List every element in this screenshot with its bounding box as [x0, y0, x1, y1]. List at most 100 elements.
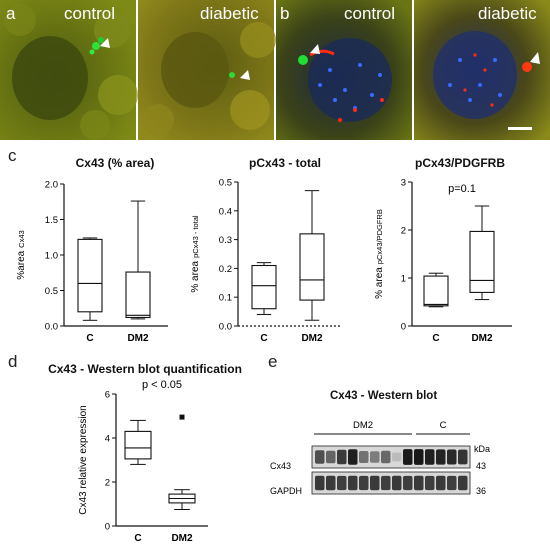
blot-kda-cx43: 43 — [476, 461, 486, 471]
panel-label-e: e — [268, 352, 278, 371]
blot-band — [436, 475, 446, 491]
blot-band — [403, 475, 413, 491]
blot-band — [425, 449, 435, 465]
blot-band — [348, 475, 358, 491]
blot-band — [414, 475, 424, 491]
y-tick-label: 6 — [105, 390, 110, 401]
chart-title-cx43-area: Cx43 (% area) — [75, 156, 155, 170]
x-category-label: DM2 — [301, 333, 323, 344]
y-tick-label: 1 — [401, 274, 406, 285]
blot-band — [370, 475, 380, 491]
box-plot-0: 0.0 0.5 1.0 1.5 2.0 %areaCx43 C DM2 — [16, 180, 168, 344]
y-tick-label: 1.5 — [45, 215, 58, 226]
blot-band — [337, 475, 347, 491]
y-axis-label-sub: pCx43/PDGFRB — [375, 209, 384, 264]
box-iqr — [77, 238, 103, 313]
chart-title-pcx43-pdgfrb: pCx43/PDGFRB — [414, 156, 506, 170]
chart-title-western-quant: Cx43 - Western blot quantification — [48, 362, 242, 376]
group-label-c: C — [440, 420, 447, 431]
box-c: C — [423, 272, 449, 344]
blot-row-label-cx43: Cx43 — [270, 461, 291, 471]
panel-label-b: b — [280, 4, 290, 23]
blot-band — [425, 475, 435, 491]
box-dm2: DM2 — [299, 190, 325, 344]
chart-title-pcx43-total: pCx43 - total — [248, 156, 321, 170]
micrograph-a-control-label: control — [64, 4, 116, 23]
x-category-label: DM2 — [471, 333, 493, 344]
y-tick-label: 0.0 — [219, 322, 232, 333]
y-tick-label: 0 — [401, 322, 406, 333]
blot-band — [403, 449, 413, 465]
y-tick-label: 0.5 — [45, 286, 58, 297]
blot-band — [381, 450, 391, 464]
arrowhead-icon — [530, 52, 540, 64]
blot-band — [447, 449, 457, 465]
y-axis-label: % areapCx43/PDGFRB — [374, 209, 385, 299]
panel-label-d: d — [8, 352, 18, 371]
y-tick-label: 0.0 — [45, 322, 58, 333]
blot-band — [326, 475, 336, 491]
blot-band — [348, 449, 358, 465]
y-tick-label: 0.1 — [219, 293, 232, 304]
box-plot-1: 0.0 0.1 0.2 0.3 0.4 0.5 % areapCx43 - total C DM… — [190, 178, 342, 344]
y-axis-label-sub: Cx43 — [17, 230, 26, 248]
micrograph-a-diabetic — [138, 0, 276, 140]
arrowhead-icon — [310, 44, 320, 54]
blot-kda-gapdh: 36 — [476, 486, 486, 496]
y-axis-label-sub: pCx43 - total — [191, 215, 200, 258]
p-value-annotation: p=0.1 — [448, 183, 476, 195]
micrograph-a-control — [0, 0, 138, 140]
y-tick-label: 0 — [105, 522, 110, 533]
arrowhead-icon — [100, 38, 110, 48]
micrograph-images — [0, 0, 550, 140]
panel-label-c: c — [8, 146, 17, 165]
y-tick-label: 2.0 — [45, 180, 58, 191]
blot-band — [436, 449, 446, 465]
x-category-label: C — [432, 333, 439, 344]
y-tick-label: 3 — [401, 178, 406, 189]
blot-row-label-gapdh: GAPDH — [270, 486, 302, 496]
blot-band — [315, 450, 325, 464]
box-iqr — [423, 275, 449, 307]
blot-band — [458, 475, 468, 491]
blot-band — [359, 451, 369, 463]
x-category-label: DM2 — [127, 333, 149, 344]
blot-band — [392, 452, 402, 462]
panel-label-a: a — [6, 4, 16, 23]
micrograph-b-control — [276, 0, 412, 140]
micrograph-a-diabetic-label: diabetic — [200, 4, 259, 23]
box-dm2: DM2 — [469, 205, 495, 344]
box-c: C — [124, 419, 152, 544]
chart-row-d: 0 2 4 6 Cx43 relative expression C DM2 p < 0.05 — [78, 379, 208, 544]
blot-strip-gapdh — [311, 471, 471, 495]
y-tick-label: 2 — [105, 478, 110, 489]
box-iqr — [124, 430, 152, 460]
box-iqr — [251, 264, 277, 310]
box-dm2: DM2 — [125, 200, 151, 344]
blot-strip-cx43 — [311, 445, 471, 469]
y-tick-label: 2 — [401, 226, 406, 237]
x-category-label: C — [260, 333, 267, 344]
y-axis-label: Cx43 relative expression — [78, 405, 89, 515]
y-tick-label: 0.2 — [219, 264, 232, 275]
box-c: C — [251, 262, 277, 344]
blot-band — [414, 449, 424, 465]
box-iqr — [125, 271, 151, 319]
group-label-dm2: DM2 — [353, 420, 373, 431]
blot-band — [447, 475, 457, 491]
y-tick-label: 0.3 — [219, 235, 232, 246]
blot-band — [337, 449, 347, 465]
box-plot-2: 0 1 2 3 % areapCx43/PDGFRB C DM2 p=0.1 — [374, 178, 512, 344]
y-tick-label: 0.4 — [219, 206, 232, 217]
y-tick-label: 0.5 — [219, 178, 232, 189]
p-value-annotation: p < 0.05 — [142, 379, 182, 391]
blot-band — [315, 475, 325, 491]
arrowhead-icon — [240, 70, 250, 80]
scale-bar — [508, 127, 532, 130]
x-category-label: C — [134, 533, 141, 544]
box-iqr — [469, 230, 495, 293]
blot-band — [458, 449, 468, 465]
box-dm2: DM2 — [168, 414, 196, 544]
western-blot-title: Cx43 - Western blot — [330, 390, 438, 402]
micrograph-b-diabetic-label: diabetic — [478, 4, 537, 23]
